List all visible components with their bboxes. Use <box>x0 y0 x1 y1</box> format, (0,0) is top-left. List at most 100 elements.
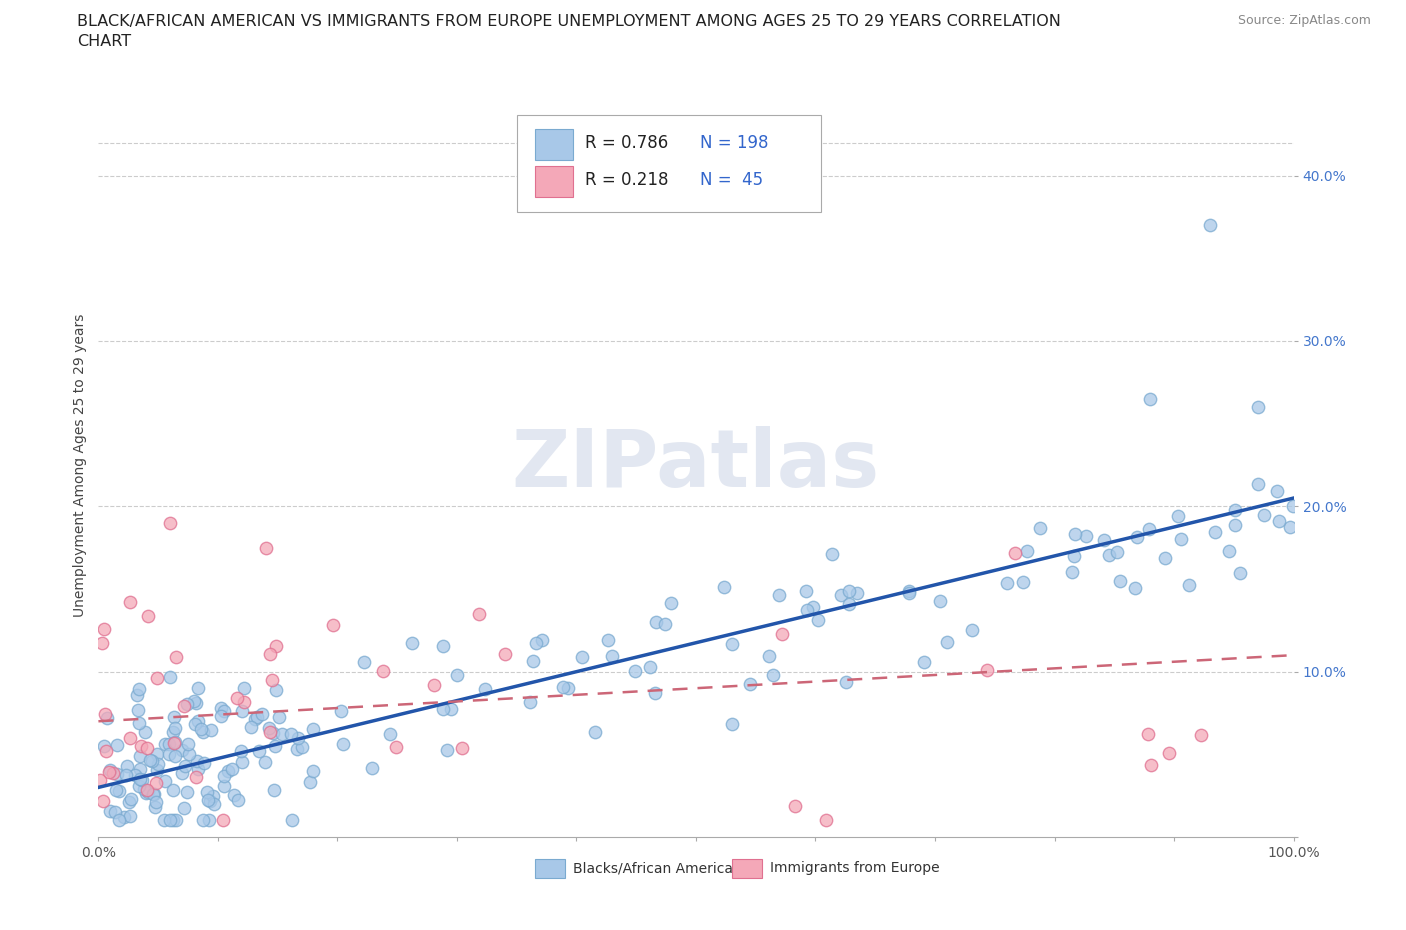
Point <box>713 579 735 594</box>
Point <box>128 762 150 777</box>
Point <box>193 755 215 770</box>
Point <box>329 704 352 719</box>
Point <box>583 724 606 739</box>
Text: BLACK/AFRICAN AMERICAN VS IMMIGRANTS FROM EUROPE UNEMPLOYMENT AMONG AGES 25 TO 2: BLACK/AFRICAN AMERICAN VS IMMIGRANTS FRO… <box>77 14 1062 29</box>
Point <box>257 721 280 736</box>
Point <box>93 622 115 637</box>
Point <box>263 783 285 798</box>
Point <box>1225 518 1247 533</box>
Text: CHART: CHART <box>77 34 131 49</box>
Point <box>172 742 194 757</box>
Point <box>104 804 127 819</box>
Point <box>186 770 208 785</box>
Point <box>1092 532 1115 547</box>
Point <box>995 576 1018 591</box>
Point <box>1074 529 1097 544</box>
Point <box>153 813 176 828</box>
Point <box>125 688 148 703</box>
Point <box>200 723 222 737</box>
Point <box>301 764 323 778</box>
Point <box>271 727 294 742</box>
Point <box>94 743 117 758</box>
Point <box>159 669 181 684</box>
Point <box>519 695 541 710</box>
Point <box>138 752 160 767</box>
Point <box>209 708 232 723</box>
Text: R = 0.786: R = 0.786 <box>585 134 668 152</box>
Point <box>146 671 169 685</box>
Point <box>221 762 243 777</box>
Point <box>807 613 830 628</box>
Point <box>571 649 593 664</box>
Point <box>134 724 156 739</box>
Point <box>211 813 233 828</box>
Point <box>108 784 131 799</box>
Point <box>1123 580 1146 595</box>
Point <box>720 636 742 651</box>
Point <box>105 782 128 797</box>
Point <box>120 791 142 806</box>
Point <box>103 765 125 780</box>
Point <box>105 766 128 781</box>
Point <box>142 787 165 802</box>
Point <box>600 648 623 663</box>
Point <box>291 739 314 754</box>
Point <box>153 774 176 789</box>
Point <box>212 703 235 718</box>
Point <box>176 697 198 711</box>
Point <box>124 767 146 782</box>
Point <box>645 615 668 630</box>
Point <box>530 633 553 648</box>
Point <box>187 762 209 777</box>
Point <box>197 792 219 807</box>
Point <box>229 743 252 758</box>
Point <box>1204 525 1226 539</box>
Point <box>1178 578 1201 592</box>
Point <box>184 717 207 732</box>
Point <box>131 773 153 788</box>
Point <box>231 704 253 719</box>
Point <box>1137 522 1160 537</box>
Point <box>638 659 661 674</box>
Text: Source: ZipAtlas.com: Source: ZipAtlas.com <box>1237 14 1371 27</box>
Point <box>440 702 463 717</box>
Point <box>929 594 952 609</box>
Text: Blacks/African Americans: Blacks/African Americans <box>572 861 749 875</box>
Point <box>114 809 136 824</box>
Point <box>495 646 517 661</box>
Point <box>217 764 239 778</box>
Point <box>287 731 309 746</box>
Point <box>129 739 152 754</box>
Point <box>962 622 984 637</box>
Point <box>146 763 169 777</box>
FancyBboxPatch shape <box>733 859 762 878</box>
Point <box>260 672 283 687</box>
Point <box>1140 757 1163 772</box>
Point <box>165 813 187 828</box>
Point <box>821 547 844 562</box>
Point <box>141 753 163 768</box>
Point <box>1247 400 1270 415</box>
Point <box>269 710 291 724</box>
FancyBboxPatch shape <box>534 128 572 160</box>
Point <box>264 683 287 698</box>
Point <box>186 753 208 768</box>
Point <box>163 736 186 751</box>
Point <box>623 663 645 678</box>
Point <box>93 793 115 808</box>
Point <box>474 682 496 697</box>
Point <box>1064 526 1087 541</box>
Point <box>222 788 245 803</box>
Point <box>98 764 121 779</box>
Point <box>432 702 454 717</box>
Point <box>212 768 235 783</box>
Point <box>231 754 253 769</box>
Point <box>1199 218 1222 232</box>
Point <box>163 735 186 750</box>
Point <box>264 639 287 654</box>
Point <box>1029 521 1052 536</box>
Point <box>148 756 170 771</box>
Point <box>846 586 869 601</box>
Point <box>187 713 209 728</box>
Point <box>240 720 263 735</box>
